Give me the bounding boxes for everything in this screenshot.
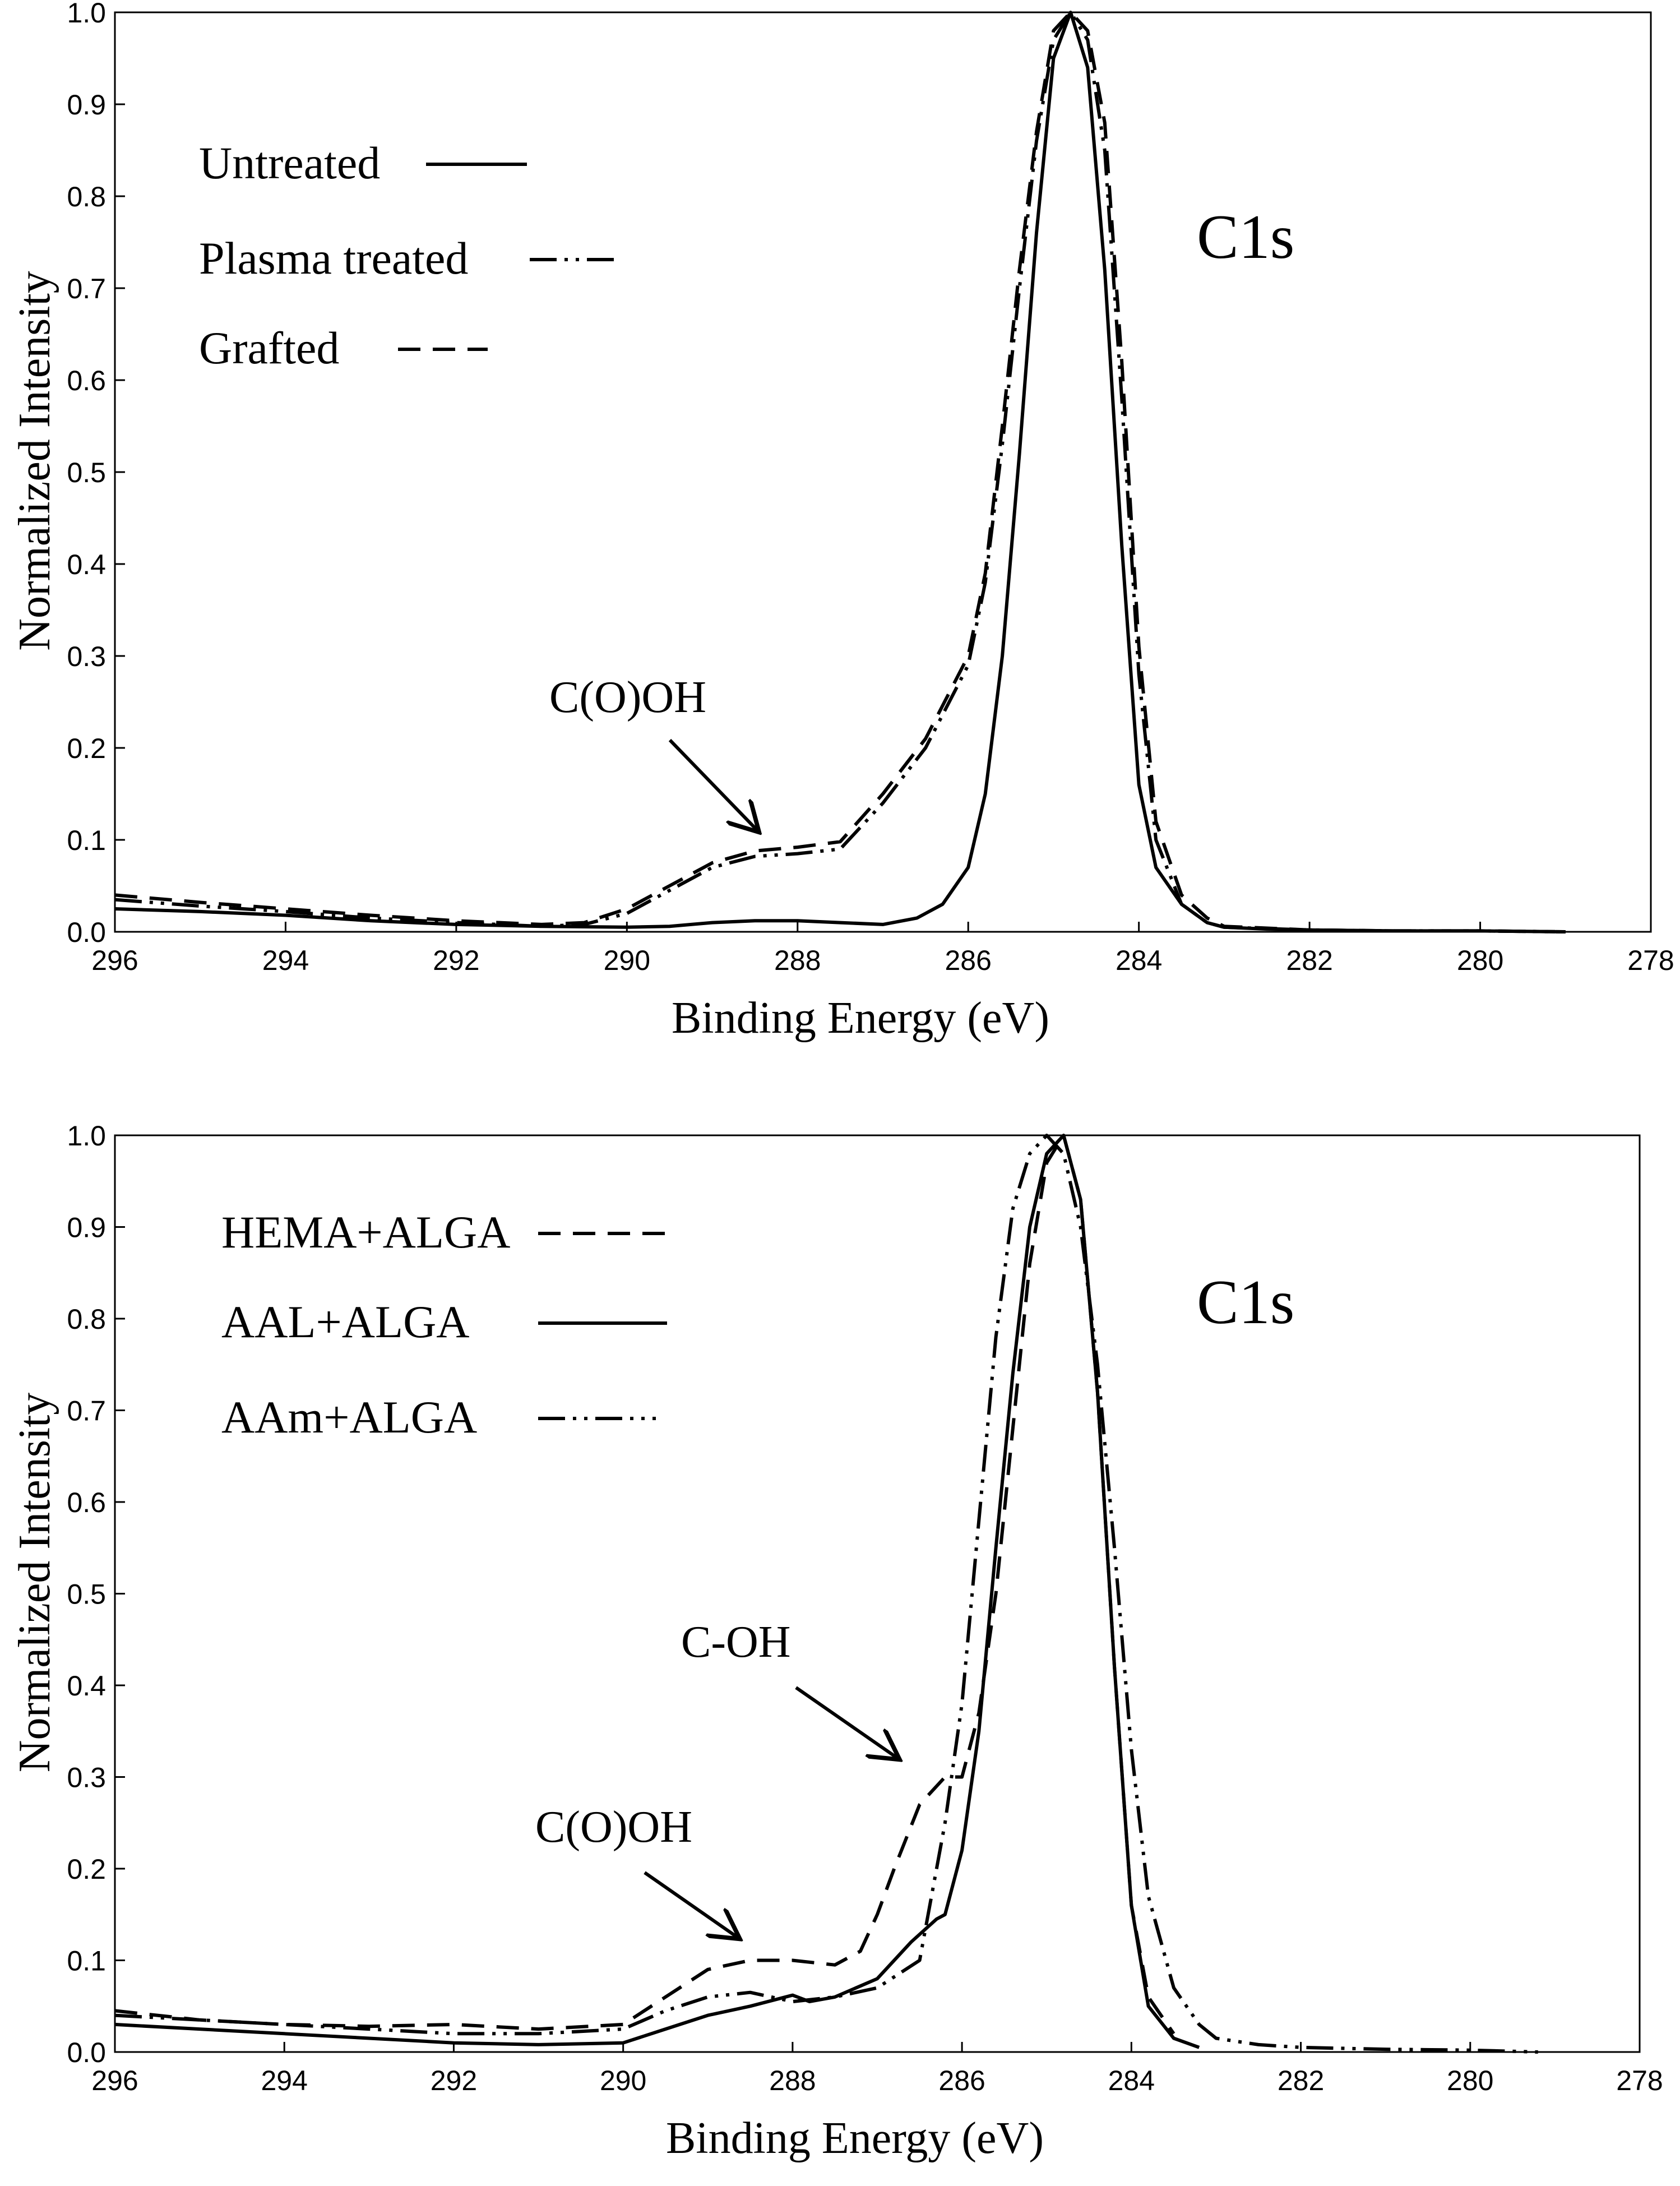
series-line-grafted	[114, 11, 1566, 933]
x-tick-label: 292	[431, 2065, 477, 2096]
annotation-arrow	[668, 738, 757, 830]
legend-label: AAL+ALGA	[221, 1296, 470, 1347]
x-axis-title: Binding Energy (eV)	[666, 2114, 1044, 2163]
legend-label: Grafted	[199, 322, 339, 373]
y-tick-label: 0.0	[67, 2037, 106, 2068]
legend-label: Plasma treated	[199, 233, 468, 284]
series-line-hema-alga	[114, 1134, 1175, 2035]
x-axis-title: Binding Energy (eV)	[672, 993, 1049, 1043]
x-tick-label: 278	[1627, 945, 1674, 976]
x-tick-label: 290	[604, 945, 650, 976]
y-tick-label: 0.7	[67, 1395, 106, 1427]
y-axis-title: Normalized Intensity	[10, 1393, 59, 1773]
x-tick-label: 284	[1116, 945, 1162, 976]
annotation-label: C(O)OH	[549, 673, 706, 722]
y-tick-label: 0.0	[67, 917, 106, 948]
x-tick-label: 284	[1108, 2065, 1155, 2096]
x-tick-label: 288	[769, 2065, 816, 2096]
x-tick-label: 296	[91, 945, 138, 976]
y-tick-label: 0.3	[67, 1762, 106, 1794]
legend-label: AAm+ALGA	[221, 1392, 477, 1443]
y-tick-label: 0.2	[67, 733, 106, 764]
y-tick-label: 0.1	[67, 1945, 106, 1977]
x-tick-label: 296	[91, 2065, 138, 2096]
x-tick-label: 280	[1457, 945, 1503, 976]
x-tick-label: 278	[1616, 2065, 1663, 2096]
y-tick-label: 0.8	[67, 1304, 106, 1335]
y-tick-label: 0.5	[67, 457, 106, 488]
x-tick-label: 294	[261, 2065, 308, 2096]
series-line-aal-alga	[114, 1134, 1200, 2049]
annotation-arrow	[795, 1686, 897, 1758]
annotation-arrow	[644, 1871, 737, 1937]
chart-panel-2: 296 294 292 290 288 286 284 282 280 278 0.0 0.1 0.2 0…	[10, 1120, 1663, 2163]
panel-label: C1s	[1197, 202, 1294, 272]
chart-panel-1: 296 294 292 290 288 286 284 282 280 278 0.0 0.1 0.2 0…	[10, 0, 1674, 1043]
y-tick-label: 1.0	[67, 0, 106, 29]
x-tick-label: 288	[774, 945, 821, 976]
y-tick-label: 0.4	[67, 549, 106, 580]
y-tick-label: 0.3	[67, 641, 106, 672]
x-tick-label: 286	[945, 945, 992, 976]
y-tick-label: 0.5	[67, 1579, 106, 1610]
panel-label: C1s	[1197, 1268, 1294, 1337]
y-tick-label: 1.0	[67, 1120, 106, 1152]
x-tick-label: 280	[1447, 2065, 1493, 2096]
annotation-label: C(O)OH	[535, 1803, 692, 1852]
legend-label: HEMA+ALGA	[221, 1207, 510, 1258]
annotation-label: C-OH	[681, 1617, 791, 1667]
y-tick-label: 0.2	[67, 1854, 106, 1885]
y-tick-label: 0.6	[67, 365, 106, 396]
y-tick-label: 0.9	[67, 89, 106, 121]
y-tick-label: 0.6	[67, 1487, 106, 1518]
y-tick-label: 0.9	[67, 1212, 106, 1244]
x-tick-label: 286	[938, 2065, 985, 2096]
x-tick-label: 292	[433, 945, 479, 976]
x-tick-label: 282	[1278, 2065, 1324, 2096]
x-tick-label: 290	[600, 2065, 646, 2096]
y-tick-label: 0.7	[67, 273, 106, 304]
y-tick-label: 0.8	[67, 181, 106, 212]
x-tick-label: 294	[262, 945, 309, 976]
series-line-plasma-treated	[114, 11, 1566, 933]
legend-label: Untreated	[199, 137, 380, 188]
series-line-aam-alga	[114, 1134, 1538, 2054]
y-tick-label: 0.4	[67, 1670, 106, 1702]
y-axis-title: Normalized Intensity	[10, 271, 59, 651]
x-tick-label: 282	[1286, 945, 1332, 976]
y-tick-label: 0.1	[67, 825, 106, 856]
